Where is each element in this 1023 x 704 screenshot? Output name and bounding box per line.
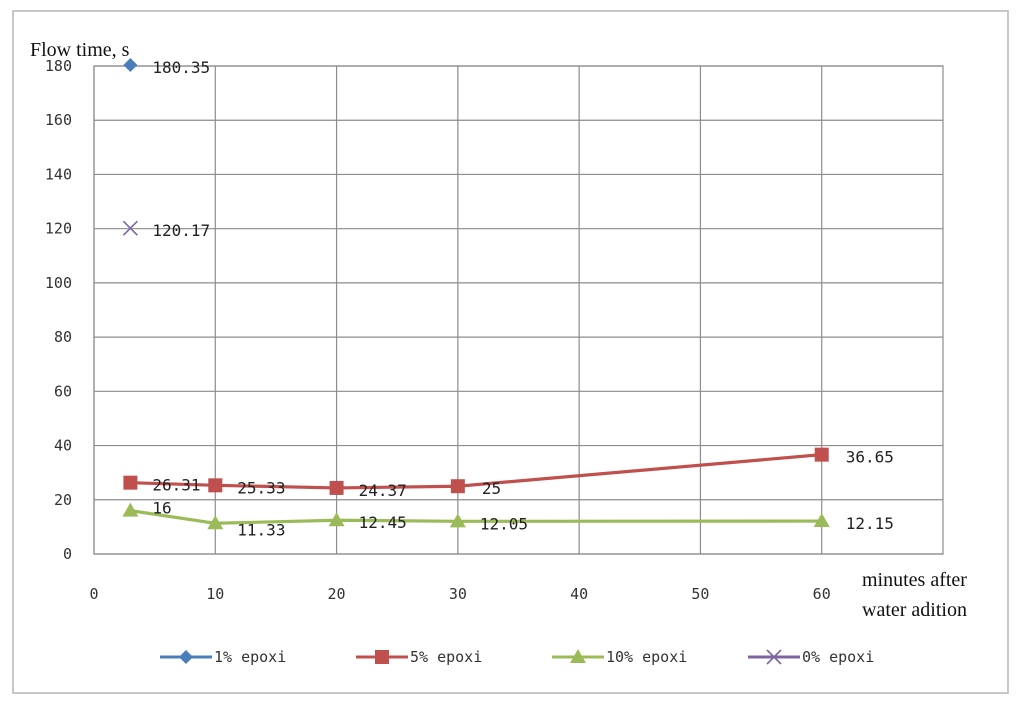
y-axis-title: Flow time, s [30,39,130,61]
legend: 1% epoxi 5% epoxi 10% epoxi 0% epoxi [160,648,874,666]
y-tick-label: 0 [63,545,72,563]
x-tick-label: 40 [570,585,588,603]
data-point [813,513,830,528]
series-5-epoxi: 26.31 25.33 24.37 25 36.65 [123,447,894,500]
data-point [123,58,138,73]
series-1-epoxi: 180.35 [123,58,210,77]
y-tick-label: 60 [54,382,72,400]
data-point [450,479,465,494]
x-axis-title-line-1: minutes after [862,569,967,591]
legend-label: 10% epoxi [606,648,687,666]
legend-marker [766,649,782,665]
y-tick-label: 160 [45,111,72,129]
series-line [130,453,822,490]
data-label: 25.33 [237,478,285,497]
series-0-epoxi: 120.17 [122,220,210,240]
x-tick-label: 60 [813,585,831,603]
data-point [449,513,466,528]
y-tick-label: 40 [54,437,72,455]
x-tick-label: 20 [328,585,346,603]
legend-label: 0% epoxi [802,648,874,666]
data-label: 16 [152,499,171,518]
x-tick-label: 30 [449,585,467,603]
legend-item: 1% epoxi [160,648,286,666]
y-tick-label: 100 [45,274,72,292]
x-axis-title-line-2: water adition [862,599,967,621]
legend-item: 0% epoxi [748,648,874,666]
data-point [814,447,829,462]
data-label: 11.33 [237,520,285,539]
legend-item: 5% epoxi [356,648,482,666]
y-tick-label: 80 [54,328,72,346]
axis-tick-labels: 0 20 40 60 80 100 120 140 160 180 0 10 20 30 40 50 60 [45,57,831,603]
data-point [329,480,344,495]
data-point [328,512,345,527]
series-line [130,509,822,525]
data-label: 120.17 [152,221,210,240]
legend-marker [375,650,389,664]
y-tick-label: 140 [45,165,72,183]
y-tick-label: 20 [54,491,72,509]
data-label: 12.45 [359,513,407,532]
data-label: 12.15 [846,514,894,533]
series-layer: 180.35 26.31 25.33 24.37 25 36.65 16 11.33 12.45… [122,58,894,539]
x-tick-label: 10 [206,585,224,603]
chart-frame [12,10,1009,694]
legend-marker [179,650,193,664]
data-point [208,478,223,493]
legend-label: 1% epoxi [214,648,286,666]
y-tick-label: 120 [45,220,72,238]
x-tick-label: 0 [89,585,98,603]
data-label: 36.65 [846,448,894,467]
data-label: 25 [482,479,501,498]
data-point [122,502,139,517]
data-label: 12.05 [480,514,528,533]
x-tick-label: 50 [691,585,709,603]
data-label: 24.37 [359,481,407,500]
series-10-epoxi: 16 11.33 12.45 12.05 12.15 [122,499,894,539]
grid-lines [93,65,944,555]
legend-label: 5% epoxi [410,648,482,666]
y-tick-label: 180 [45,57,72,75]
data-label: 180.35 [152,58,210,77]
data-label: 26.31 [152,476,200,495]
legend-item: 10% epoxi [552,648,687,666]
data-point [123,475,138,490]
legend-marker [570,649,586,663]
data-point [207,515,224,530]
data-point [122,220,138,236]
